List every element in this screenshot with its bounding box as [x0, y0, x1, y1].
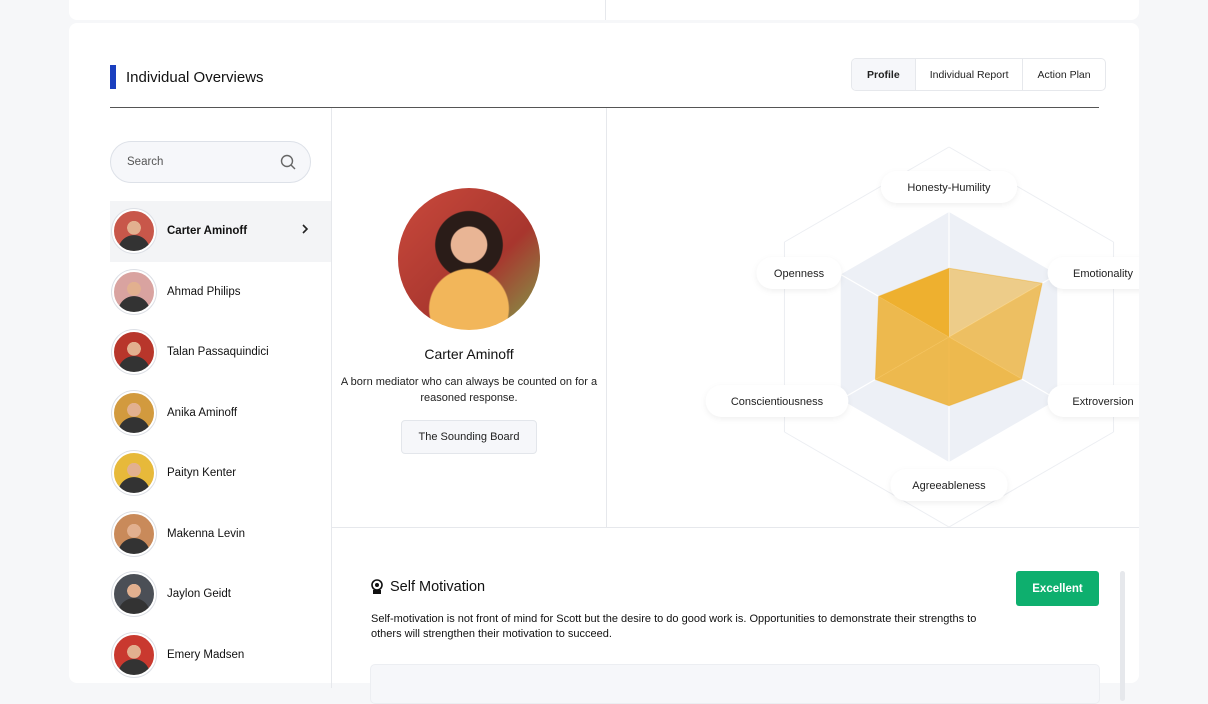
- radar-segment-1: [949, 283, 1043, 379]
- radar-segment-3: [875, 337, 949, 406]
- avatar: [112, 269, 156, 314]
- list-item[interactable]: Makenna Levin: [110, 504, 331, 565]
- avatar: [112, 390, 156, 435]
- avatar: [112, 511, 156, 556]
- search-input[interactable]: Search: [110, 141, 311, 183]
- avatar: [112, 632, 156, 677]
- page-title: Individual Overviews: [110, 65, 264, 89]
- axis-label: Conscientiousness: [731, 396, 824, 408]
- outer-guide: [948, 431, 1114, 527]
- person-name: Jaylon Geidt: [167, 588, 231, 601]
- previous-card: [69, 0, 1139, 20]
- axis-label-pill: [1047, 257, 1139, 289]
- profile-name: Carter Aminoff: [424, 346, 514, 362]
- list-item[interactable]: Talan Passaquindici: [110, 322, 331, 383]
- radar-segment-2: [949, 337, 1022, 406]
- scrollbar[interactable]: [1120, 571, 1125, 701]
- radar-chart: Honesty-Humility Emotionality Extroversion…: [705, 146, 1139, 527]
- individual-overviews-card: Individual Overviews Profile Individual …: [69, 23, 1139, 704]
- tab-bar: Profile Individual Report Action Plan: [851, 58, 1106, 91]
- section-title: Self Motivation: [370, 579, 485, 595]
- list-item[interactable]: Ahmad Philips: [110, 262, 331, 323]
- axis-label: Openness: [774, 268, 825, 280]
- radar-data-area: [874, 267, 1043, 407]
- rating-badge: Excellent: [1016, 571, 1099, 606]
- personality-type-badge[interactable]: The Sounding Board: [400, 420, 538, 454]
- axis-label-pill: [705, 385, 849, 417]
- person-name: Talan Passaquindici: [167, 346, 269, 359]
- avatar: [112, 330, 156, 375]
- axis-label: Agreeableness: [912, 480, 986, 492]
- radar-segment-4: [875, 296, 949, 380]
- person-name: Paityn Kenter: [167, 467, 237, 480]
- tab-profile[interactable]: Profile: [852, 59, 915, 90]
- tab-action-plan[interactable]: Action Plan: [1022, 59, 1104, 90]
- axis-label-pill: [890, 469, 1008, 501]
- section-subbox: [370, 664, 1100, 704]
- axis-label: Extroversion: [1072, 396, 1133, 408]
- outer-guide: [784, 146, 950, 243]
- list-item[interactable]: Anika Aminoff: [110, 383, 331, 444]
- axis-label-pill: [880, 171, 1018, 203]
- axis-label: Emotionality: [1073, 268, 1133, 280]
- person-name: Anika Aminoff: [167, 406, 238, 419]
- profile-panel: Carter Aminoff A born mediator who can a…: [332, 108, 606, 454]
- tab-individual-report[interactable]: Individual Report: [914, 59, 1023, 90]
- outer-guide: [784, 431, 950, 527]
- people-list: Carter Aminoff Ahmad Philips Talan Passaqu…: [110, 201, 331, 685]
- list-item[interactable]: Carter Aminoff: [110, 201, 331, 262]
- title-text: Individual Overviews: [126, 68, 264, 86]
- list-item[interactable]: Emery Madsen: [110, 625, 331, 686]
- axis-label: Honesty-Humility: [907, 182, 991, 194]
- outer-guide: [948, 146, 1114, 243]
- person-name: Carter Aminoff: [167, 225, 248, 238]
- list-item[interactable]: Paityn Kenter: [110, 443, 331, 504]
- divider: [331, 108, 332, 688]
- section-title-text: Self Motivation: [390, 579, 486, 595]
- person-name: Emery Madsen: [167, 648, 245, 661]
- accent-bar: [110, 65, 116, 89]
- search-icon: [280, 154, 296, 170]
- person-name: Ahmad Philips: [167, 285, 241, 298]
- radar-segment-0: [949, 268, 1043, 337]
- head-gear-icon: [371, 579, 383, 594]
- profile-description: A born mediator who can always be counte…: [340, 376, 598, 404]
- axis-label-pill: [1047, 385, 1139, 417]
- radar-segment-5: [878, 268, 949, 337]
- divider: [110, 107, 1099, 108]
- avatar: [112, 572, 156, 617]
- search-placeholder: Search: [127, 156, 164, 168]
- chevron-right-icon: [302, 224, 309, 234]
- divider: [606, 108, 607, 527]
- list-item[interactable]: Jaylon Geidt: [110, 564, 331, 625]
- axis-label-pill: [756, 257, 842, 289]
- divider: [332, 527, 1139, 528]
- avatar: [112, 209, 156, 254]
- profile-photo: [398, 188, 540, 330]
- section-text: Self-motivation is not front of mind for…: [371, 613, 977, 640]
- person-name: Makenna Levin: [167, 527, 245, 540]
- avatar: [112, 451, 156, 496]
